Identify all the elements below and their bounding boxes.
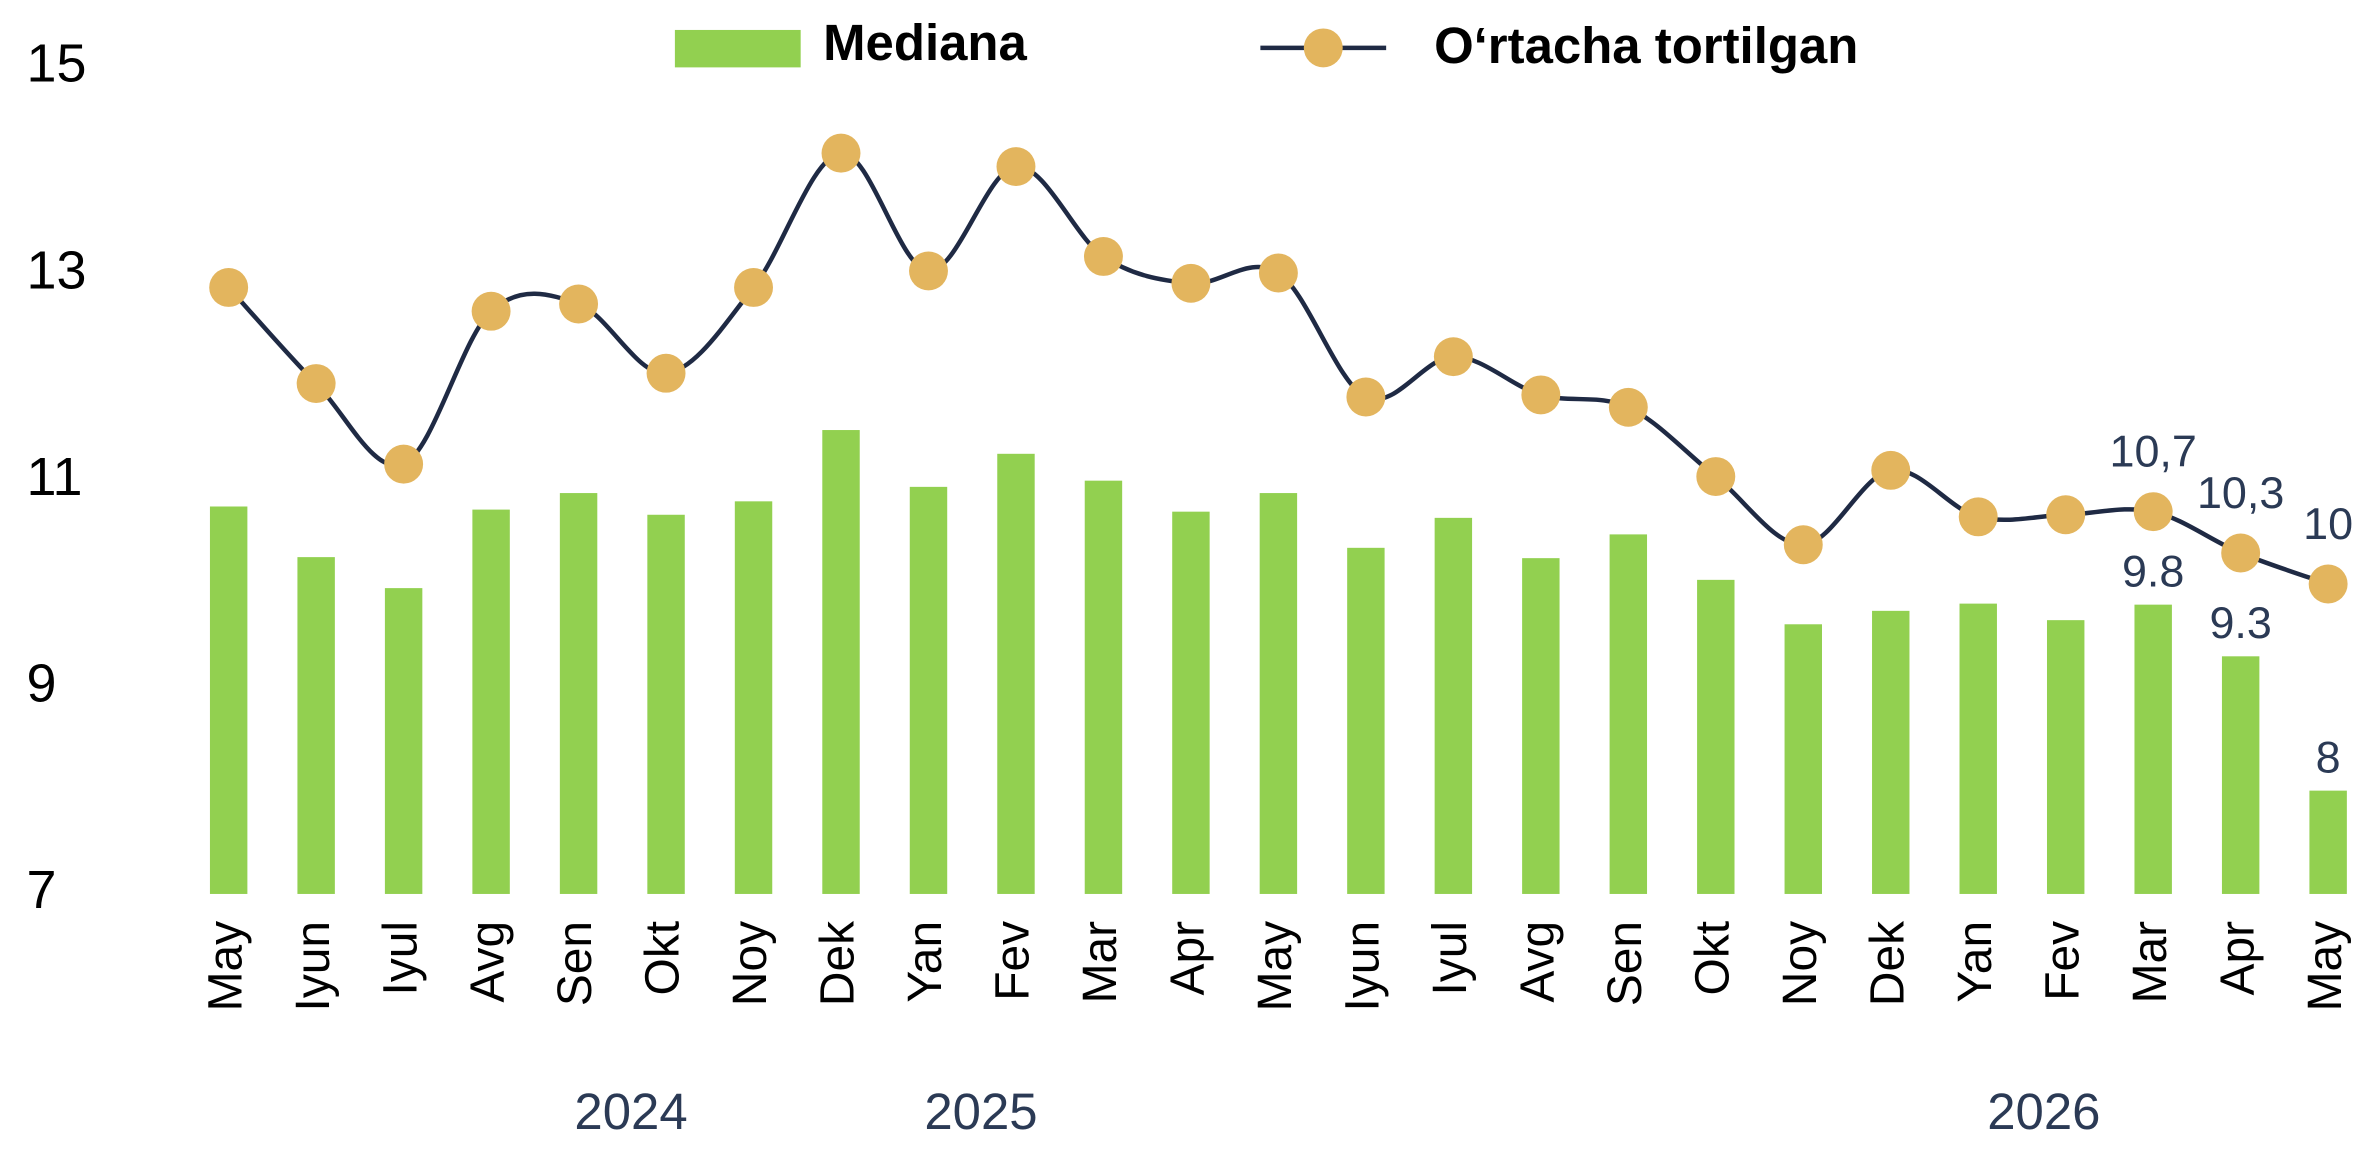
bar-value-label: 8	[2316, 732, 2341, 783]
year-label: 2025	[924, 1083, 1037, 1140]
line-marker	[1958, 497, 1998, 537]
legend-swatch	[674, 29, 801, 68]
x-tick-label: Avg	[462, 921, 515, 1003]
x-tick-label: Sen	[549, 921, 602, 1006]
year-label: 2026	[1987, 1083, 2100, 1140]
line-marker	[471, 291, 511, 331]
line-marker	[1696, 457, 1736, 496]
line-marker	[296, 364, 336, 404]
bar-value-label: 9.8	[2122, 546, 2184, 597]
legend-label: O‘rtacha tortilgan	[1434, 17, 1858, 74]
line-marker	[1521, 375, 1561, 415]
x-tick-label: Okt	[1686, 921, 1739, 996]
x-tick-label: Yan	[1949, 921, 2002, 1003]
bar	[559, 493, 598, 894]
line-marker	[734, 267, 774, 307]
bar	[2134, 604, 2172, 894]
x-tick-label: Dek	[812, 920, 865, 1006]
line-marker	[1783, 525, 1823, 565]
bar	[1172, 511, 1210, 894]
line-marker	[2308, 564, 2348, 604]
bar-value-label: 9.3	[2209, 597, 2271, 648]
bar	[209, 506, 248, 894]
bar	[1084, 480, 1123, 894]
bar	[1872, 610, 1910, 894]
line-marker	[559, 284, 599, 324]
bar	[2046, 620, 2085, 894]
x-tick-label: Okt	[637, 921, 690, 996]
bar	[1784, 624, 1822, 894]
bar	[384, 588, 423, 894]
x-tick-label: Iyun	[287, 921, 340, 1012]
bar	[1259, 493, 1298, 894]
bar	[1697, 579, 1735, 894]
bar	[997, 453, 1035, 894]
y-tick-label: 15	[27, 34, 87, 94]
x-tick-label: May	[2299, 921, 2352, 1012]
bar	[1522, 558, 1560, 894]
line-marker	[1171, 263, 1211, 303]
x-tick-label: Noy	[724, 921, 777, 1006]
x-tick-label: Yan	[899, 921, 952, 1003]
line-marker	[2133, 492, 2173, 532]
x-tick-label: Dek	[1861, 920, 1914, 1006]
y-tick-label: 11	[27, 447, 83, 507]
line-marker	[1608, 387, 1648, 427]
bar	[2221, 656, 2260, 894]
line-marker	[1433, 337, 1473, 377]
line-value-label: 10,3	[2197, 467, 2284, 518]
y-tick-label: 7	[27, 860, 57, 920]
line-marker	[2221, 533, 2261, 573]
line-value-label: 10,7	[2109, 426, 2196, 477]
y-tick-label: 13	[27, 240, 87, 300]
x-tick-label: Mar	[2124, 921, 2177, 1004]
line-marker	[996, 147, 1036, 187]
x-tick-label: May	[1249, 921, 1302, 1012]
line-marker	[384, 444, 424, 484]
x-tick-label: Iyul	[374, 921, 427, 996]
bar	[734, 501, 773, 894]
bar	[472, 509, 510, 894]
x-tick-label: Iyun	[1337, 921, 1390, 1012]
bar	[909, 486, 948, 894]
x-tick-label: Sen	[1599, 921, 1652, 1006]
line-marker	[909, 251, 948, 291]
y-tick-label: 9	[27, 654, 57, 714]
bar	[1347, 547, 1385, 894]
line-marker	[821, 133, 861, 173]
line-marker	[1083, 236, 1123, 276]
line-marker	[209, 267, 249, 307]
bar	[647, 514, 685, 894]
year-label: 2024	[574, 1083, 687, 1140]
line-marker	[2046, 495, 2086, 535]
bar	[2309, 790, 2347, 894]
line-marker	[1258, 253, 1298, 293]
x-tick-label: Apr	[2211, 921, 2264, 996]
x-tick-label: May	[199, 921, 252, 1012]
line-marker	[646, 353, 686, 393]
legend-marker	[1303, 28, 1343, 68]
line-marker	[1346, 377, 1386, 417]
line-marker	[1871, 450, 1911, 490]
x-tick-label: Fev	[987, 921, 1040, 1001]
bar	[297, 557, 335, 894]
x-tick-label: Apr	[1162, 921, 1215, 996]
legend-label: Mediana	[823, 14, 1027, 71]
bar	[1959, 603, 1997, 894]
bar	[1609, 534, 1648, 894]
x-tick-label: Fev	[2036, 921, 2089, 1001]
x-tick-label: Avg	[1511, 921, 1564, 1003]
x-tick-label: Mar	[1074, 921, 1127, 1004]
x-tick-label: Noy	[1774, 921, 1827, 1006]
line-value-label: 10	[2303, 498, 2353, 549]
x-tick-label: Iyul	[1424, 921, 1477, 996]
bar	[822, 430, 860, 894]
bar	[1434, 517, 1473, 894]
